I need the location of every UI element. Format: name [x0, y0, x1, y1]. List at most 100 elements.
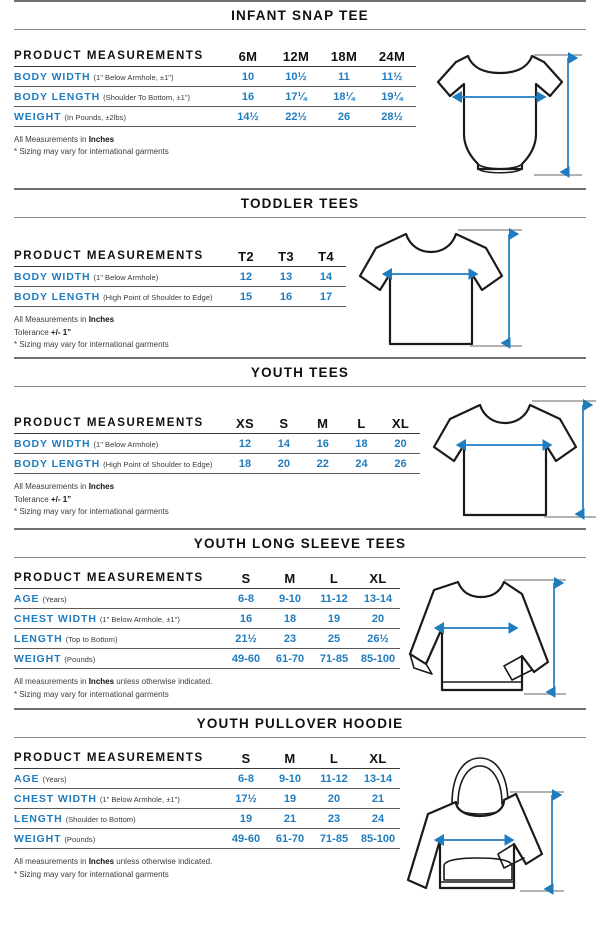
measurement-value: 12 — [226, 266, 266, 288]
footnote: All Measurements in Inches — [14, 314, 346, 326]
measurement-value: 49-60 — [224, 828, 268, 850]
section-title: TODDLER TEES — [240, 196, 360, 212]
measurement-value: 16 — [266, 286, 306, 308]
footnote: * Sizing may vary for international garm… — [14, 506, 420, 518]
measurement-name-label: WEIGHT — [14, 110, 62, 123]
size-header: T3 — [266, 246, 306, 268]
measurement-note: (Shoulder to Bottom) — [65, 814, 136, 824]
measurement-note: (High Point of Shoulder to Edge) — [103, 292, 213, 302]
footnotes: All measurements in Inches unless otherw… — [14, 669, 400, 701]
measurement-value: 18 — [342, 433, 381, 455]
measurement-value: 19¼ — [368, 86, 416, 108]
rule-top — [14, 708, 586, 711]
size-table: PRODUCT MEASUREMENTS T2 T3 T4 BODY WIDTH (1… — [14, 246, 346, 308]
section-title-band: TODDLER TEES — [14, 188, 586, 219]
size-header: M — [303, 413, 343, 435]
table-row: LENGTH (Shoulder to Bottom) 19 21 23 24 — [14, 808, 400, 830]
section-title-band: YOUTH PULLOVER HOODIE — [14, 708, 586, 739]
measurement-value: 25 — [312, 628, 356, 650]
footnote-text: * Sizing may vary for international garm… — [14, 147, 169, 157]
onesie-illustration — [436, 52, 582, 179]
measurement-name-label: CHEST WIDTH — [14, 612, 97, 625]
measurement-value: 16 — [224, 86, 272, 108]
measurement-value: 23 — [268, 628, 312, 650]
measurement-value: 61-70 — [268, 648, 312, 670]
measurement-name: WEIGHT (Pounds) — [14, 648, 224, 670]
size-header: XS — [225, 413, 265, 435]
footnotes: All measurements in Inches unless otherw… — [14, 849, 400, 881]
measurement-name: LENGTH (Top to Bottom) — [14, 628, 224, 650]
section-title: INFANT SNAP TEE — [231, 8, 369, 23]
measurement-value: 18 — [225, 453, 265, 475]
section-title-band: YOUTH LONG SLEEVE TEES — [14, 528, 586, 559]
measurement-value: 17¼ — [272, 86, 320, 108]
measurement-value: 11-12 — [312, 768, 356, 790]
measurement-value: 71-85 — [312, 828, 356, 850]
size-table-wrap: PRODUCT MEASUREMENTS XS S M L XL BODY WIDTH(… — [0, 387, 420, 518]
size-table-wrap: PRODUCT MEASUREMENTS S M L XL AGE (Years) 6-… — [0, 738, 400, 881]
size-table: PRODUCT MEASUREMENTS S M L XL AGE (Years) 6-… — [14, 748, 400, 850]
measurement-name-label: BODY LENGTH — [14, 90, 101, 103]
measurement-name: BODY LENGTH (High Point of Shoulder to Ed… — [14, 453, 226, 475]
measurement-value: 17½ — [224, 788, 268, 810]
measurement-value: 9-10 — [268, 588, 312, 610]
measurement-name-label: WEIGHT — [14, 652, 62, 665]
measurement-name-label: BODY WIDTH — [14, 70, 91, 83]
measurement-note: (Top to Bottom) — [65, 634, 118, 644]
footnotes: All Measurements in Inches Tolerance +/- … — [14, 474, 420, 518]
table-row: WEIGHT (Pounds) 49-60 61-70 71-85 85-100 — [14, 828, 400, 850]
measurement-name-label: BODY LENGTH — [14, 290, 101, 303]
size-header: T2 — [226, 246, 266, 268]
section-infant-snap-tee: INFANT SNAP TEE PRODUCT MEASUREMENTS 6M 1… — [0, 0, 600, 188]
measurement-name: BODY LENGTH (High Point of Shoulder to Ed… — [14, 286, 226, 308]
section-youth-pullover-hoodie: YOUTH PULLOVER HOODIE PRODUCT MEASUREMEN… — [0, 708, 600, 900]
measurement-note: (Pounds) — [64, 834, 96, 844]
measurement-value: 14 — [264, 433, 304, 455]
rule-top — [14, 528, 586, 531]
measurement-value: 61-70 — [268, 828, 312, 850]
size-table: PRODUCT MEASUREMENTS S M L XL AGE (Years) 6-… — [14, 568, 400, 670]
section-title: YOUTH LONG SLEEVE TEES — [193, 536, 407, 552]
table-row: WEIGHT (In Pounds, ±2lbs) 14½ 22½ 26 28½ — [14, 106, 416, 128]
measurement-value: 20 — [264, 453, 304, 475]
garment-figure — [400, 738, 600, 900]
measurement-value: 12 — [225, 433, 265, 455]
section-youth-long-sleeve-tees: YOUTH LONG SLEEVE TEES PRODUCT MEASUREME… — [0, 528, 600, 708]
table-row: BODY WIDTH (1" Below Armhole) 12 13 14 — [14, 266, 346, 288]
measurement-value: 23 — [312, 808, 356, 830]
table-row: WEIGHT (Pounds) 49-60 61-70 71-85 85-100 — [14, 648, 400, 670]
product-measurements-label: PRODUCT MEASUREMENTS — [14, 748, 224, 770]
size-header: S — [224, 568, 268, 590]
measurement-name-label: AGE — [14, 772, 40, 785]
table-row: CHEST WIDTH (1" Below Armhole, ±1") 17½ 19… — [14, 788, 400, 810]
measurement-name: LENGTH (Shoulder to Bottom) — [14, 808, 224, 830]
rule-bottom — [14, 385, 586, 388]
measurement-note: (In Pounds, ±2lbs) — [64, 112, 126, 122]
footnote: * Sizing may vary for international garm… — [14, 339, 346, 351]
table-header-row: PRODUCT MEASUREMENTS S M L XL — [14, 568, 400, 590]
measurement-value: 21 — [356, 788, 400, 810]
measurement-name-label: LENGTH — [14, 812, 63, 825]
measurement-value: 14 — [306, 266, 346, 288]
footnote: * Sizing may vary for international garm… — [14, 869, 400, 881]
measurement-value: 20 — [380, 433, 420, 455]
measurement-name: WEIGHT (Pounds) — [14, 828, 224, 850]
measurement-value: 11 — [320, 66, 368, 88]
measurement-value: 21 — [268, 808, 312, 830]
product-measurements-label: PRODUCT MEASUREMENTS — [14, 568, 224, 590]
measurement-value: 6-8 — [224, 768, 268, 790]
size-header: L — [312, 748, 356, 770]
size-header: 12M — [272, 46, 320, 68]
measurement-note: (1" Below Armhole) — [93, 439, 159, 449]
size-header: M — [268, 568, 312, 590]
size-header: 24M — [368, 46, 416, 68]
measurement-name-label: AGE — [14, 592, 40, 605]
size-table-wrap: PRODUCT MEASUREMENTS S M L XL AGE (Years) 6-… — [0, 558, 400, 701]
measurement-note: (1" Below Armhole, ±1") — [93, 72, 174, 82]
footnote-emphasis: +/- 1” — [50, 327, 72, 337]
measurement-name: BODY WIDTH (1" Below Armhole) — [14, 433, 226, 455]
measurement-value: 11-12 — [312, 588, 356, 610]
garment-figure — [420, 387, 600, 528]
rule-top — [14, 188, 586, 191]
